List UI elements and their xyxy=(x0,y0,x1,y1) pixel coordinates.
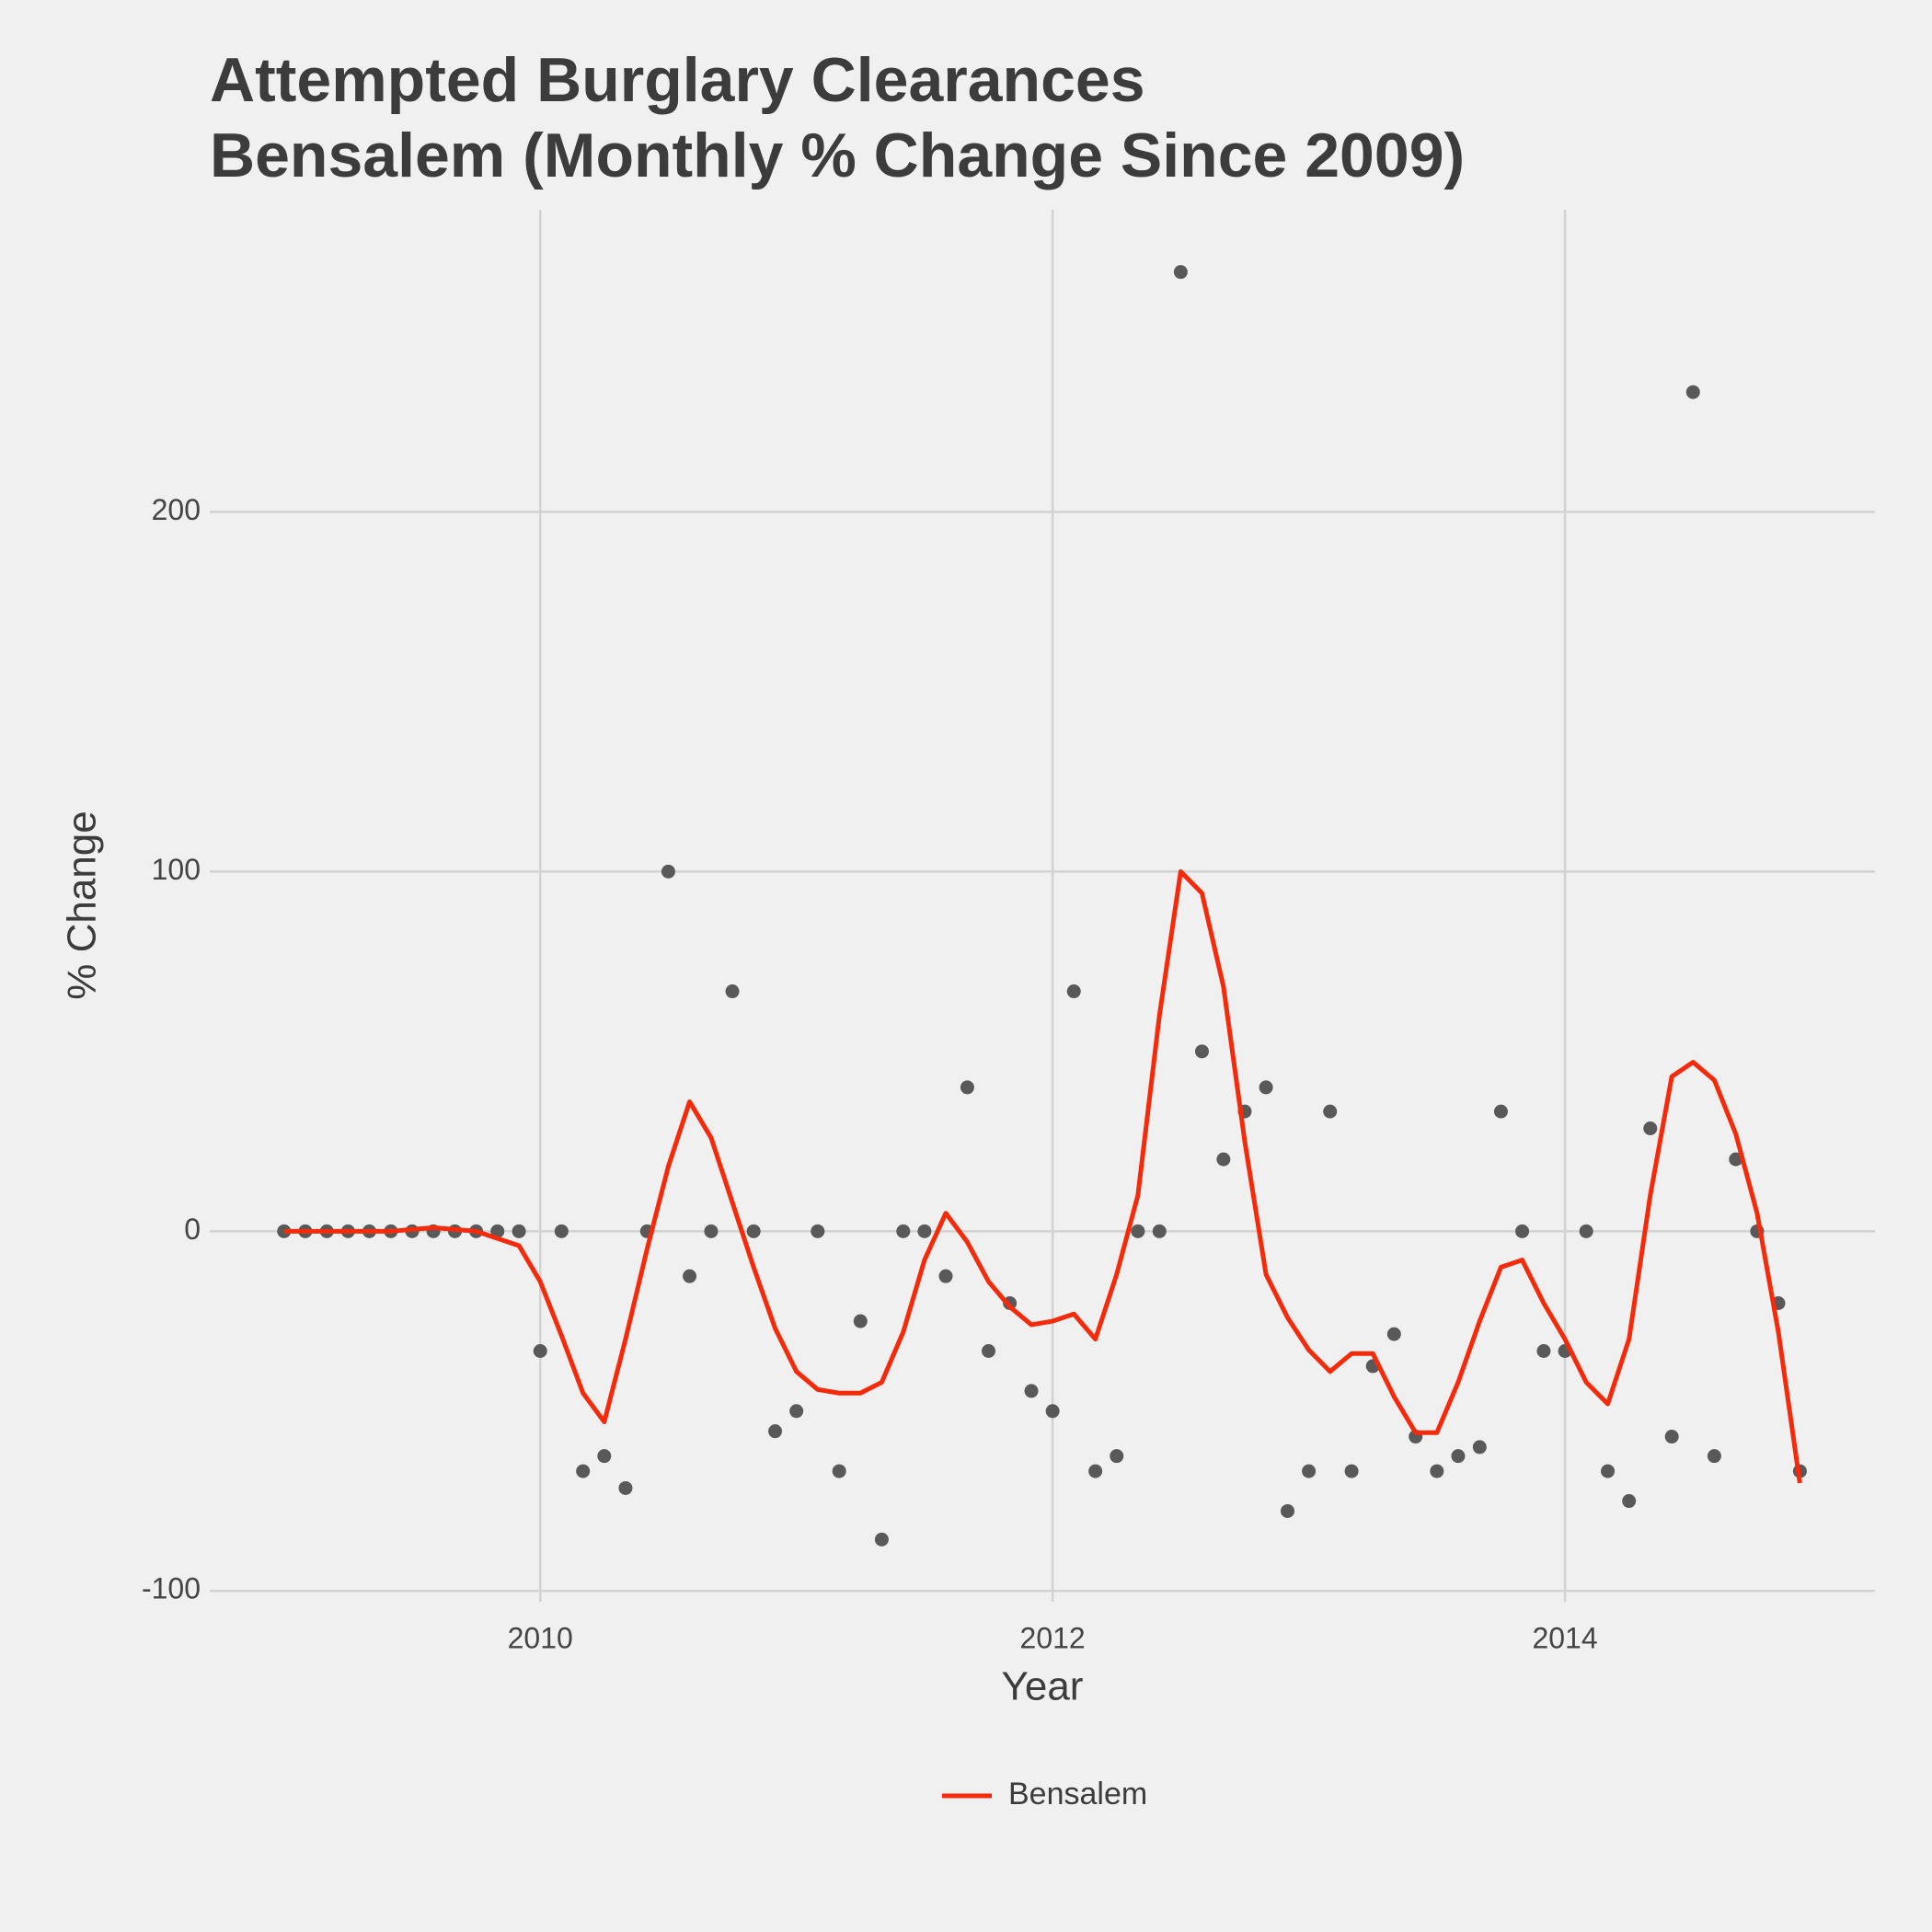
point xyxy=(1451,1449,1466,1464)
point xyxy=(1280,1503,1294,1518)
point xyxy=(789,1404,804,1419)
point xyxy=(1622,1494,1637,1509)
point xyxy=(1515,1224,1530,1238)
point xyxy=(1685,385,1700,399)
point xyxy=(1536,1344,1551,1359)
point xyxy=(1643,1121,1658,1136)
point xyxy=(1386,1327,1401,1341)
point xyxy=(1344,1464,1359,1478)
point xyxy=(853,1314,868,1328)
point xyxy=(1045,1404,1060,1419)
point xyxy=(896,1224,911,1238)
point xyxy=(1088,1464,1103,1478)
point xyxy=(1110,1449,1124,1464)
point xyxy=(1302,1464,1317,1478)
point xyxy=(1493,1104,1508,1119)
point xyxy=(874,1532,889,1547)
point xyxy=(1259,1080,1273,1095)
point xyxy=(982,1344,996,1359)
y-tick-label: -100 xyxy=(142,1572,201,1605)
point xyxy=(1729,1152,1743,1167)
point xyxy=(597,1449,612,1464)
legend-label: Bensalem xyxy=(1008,1777,1147,1811)
line xyxy=(283,868,1802,1484)
point xyxy=(661,864,675,879)
point xyxy=(1024,1384,1039,1398)
point xyxy=(683,1269,697,1283)
chart-title: Attempted Burglary Clearances xyxy=(210,45,1145,115)
point xyxy=(746,1224,761,1238)
point xyxy=(1323,1104,1338,1119)
point xyxy=(1472,1440,1487,1455)
point xyxy=(554,1224,569,1238)
point xyxy=(1579,1224,1593,1238)
y-tick-label: 100 xyxy=(152,853,201,886)
point xyxy=(1173,265,1188,280)
x-tick-label: 2010 xyxy=(508,1621,573,1654)
x-tick-label: 2012 xyxy=(1020,1621,1086,1654)
point xyxy=(811,1224,825,1238)
x-axis-title: Year xyxy=(1002,1664,1084,1709)
x-tick-label: 2014 xyxy=(1532,1621,1597,1654)
grid xyxy=(210,210,1875,1602)
point xyxy=(1430,1464,1444,1478)
chart-subtitle: Bensalem (Monthly % Change Since 2009) xyxy=(210,121,1465,190)
point xyxy=(725,984,740,999)
point xyxy=(1152,1224,1167,1238)
point xyxy=(960,1080,974,1095)
point xyxy=(1664,1430,1679,1444)
y-tick-label: 200 xyxy=(152,493,201,526)
point xyxy=(1066,984,1081,999)
point xyxy=(768,1424,783,1439)
point xyxy=(1707,1449,1721,1464)
point xyxy=(618,1480,633,1495)
point xyxy=(1601,1464,1616,1478)
y-tick-label: 0 xyxy=(184,1213,201,1246)
y-axis-title: % Change xyxy=(60,811,105,999)
point xyxy=(704,1224,719,1238)
point xyxy=(576,1464,591,1478)
point xyxy=(917,1224,932,1238)
point xyxy=(512,1224,526,1238)
point xyxy=(832,1464,846,1478)
point xyxy=(533,1344,547,1359)
point xyxy=(1131,1224,1145,1238)
point xyxy=(490,1224,505,1238)
point xyxy=(1216,1152,1231,1167)
point xyxy=(1194,1044,1209,1059)
point xyxy=(938,1269,953,1283)
